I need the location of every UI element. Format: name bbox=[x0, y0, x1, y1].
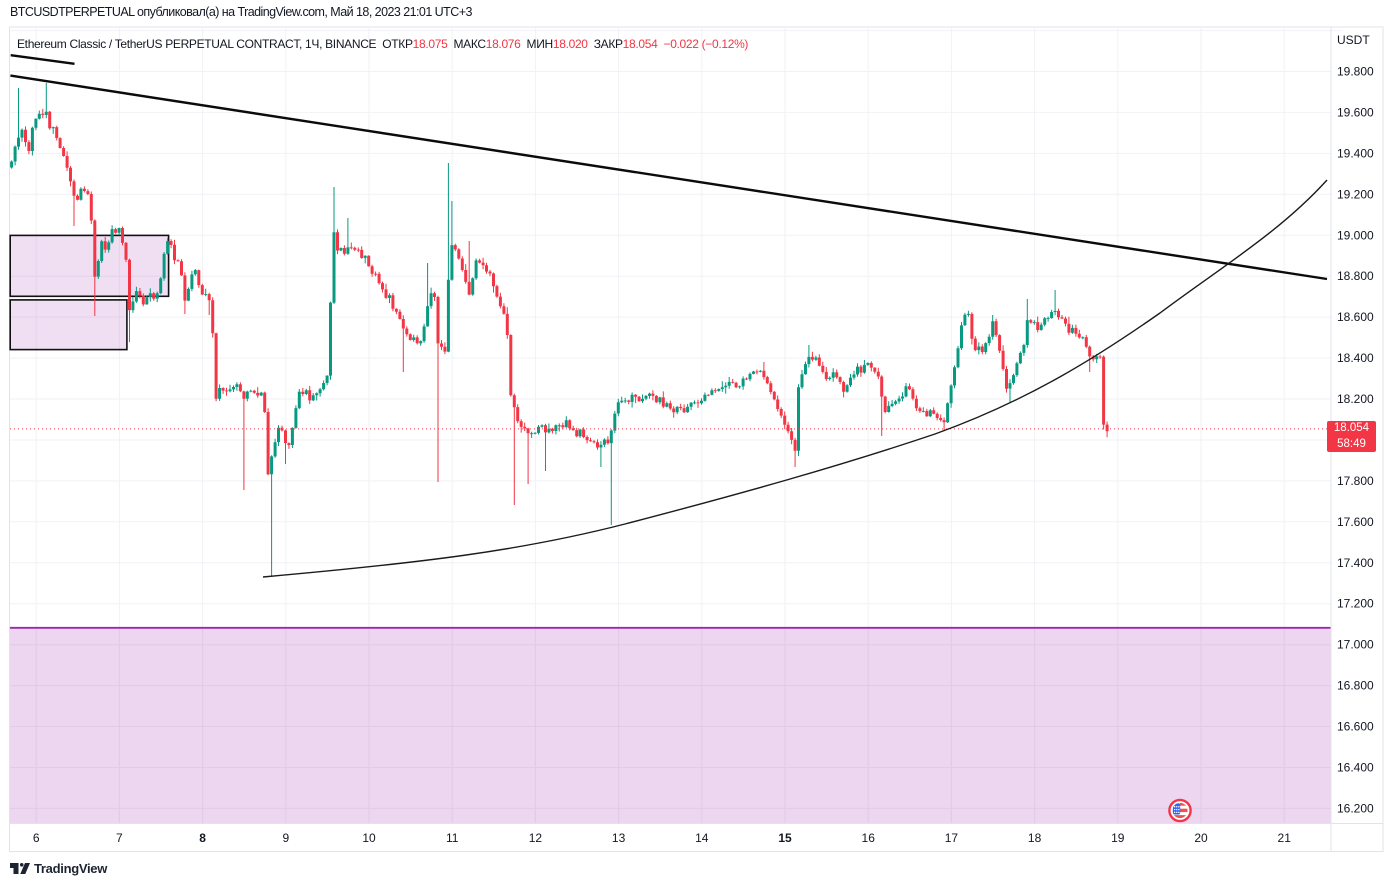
svg-text:19: 19 bbox=[1111, 831, 1125, 845]
svg-text:18.600: 18.600 bbox=[1337, 310, 1374, 324]
svg-text:21: 21 bbox=[1278, 831, 1292, 845]
svg-text:17: 17 bbox=[945, 831, 959, 845]
svg-text:8: 8 bbox=[199, 831, 206, 845]
svg-text:17.800: 17.800 bbox=[1337, 474, 1374, 488]
svg-text:18.400: 18.400 bbox=[1337, 351, 1374, 365]
svg-text:19.800: 19.800 bbox=[1337, 65, 1374, 79]
svg-text:18.800: 18.800 bbox=[1337, 269, 1374, 283]
svg-text:18: 18 bbox=[1028, 831, 1042, 845]
svg-text:11: 11 bbox=[446, 831, 459, 845]
svg-text:16: 16 bbox=[862, 831, 876, 845]
svg-text:16.600: 16.600 bbox=[1337, 720, 1374, 734]
svg-text:19.000: 19.000 bbox=[1337, 228, 1374, 242]
svg-text:16.200: 16.200 bbox=[1337, 801, 1374, 815]
svg-text:17.600: 17.600 bbox=[1337, 515, 1374, 529]
svg-text:20: 20 bbox=[1194, 831, 1208, 845]
svg-text:USDT: USDT bbox=[1337, 33, 1370, 47]
svg-text:14: 14 bbox=[695, 831, 709, 845]
svg-text:17.000: 17.000 bbox=[1337, 638, 1374, 652]
svg-text:19.200: 19.200 bbox=[1337, 187, 1374, 201]
svg-text:12: 12 bbox=[529, 831, 543, 845]
svg-text:6: 6 bbox=[33, 831, 40, 845]
svg-text:18.200: 18.200 bbox=[1337, 392, 1374, 406]
svg-text:10: 10 bbox=[362, 831, 376, 845]
svg-text:19.600: 19.600 bbox=[1337, 105, 1374, 119]
svg-text:17.200: 17.200 bbox=[1337, 597, 1374, 611]
svg-text:16.400: 16.400 bbox=[1337, 761, 1374, 775]
svg-text:7: 7 bbox=[116, 831, 123, 845]
svg-text:13: 13 bbox=[612, 831, 626, 845]
svg-text:9: 9 bbox=[282, 831, 289, 845]
svg-text:15: 15 bbox=[778, 831, 792, 845]
svg-text:17.400: 17.400 bbox=[1337, 556, 1374, 570]
svg-text:16.800: 16.800 bbox=[1337, 679, 1374, 693]
svg-text:19.400: 19.400 bbox=[1337, 146, 1374, 160]
